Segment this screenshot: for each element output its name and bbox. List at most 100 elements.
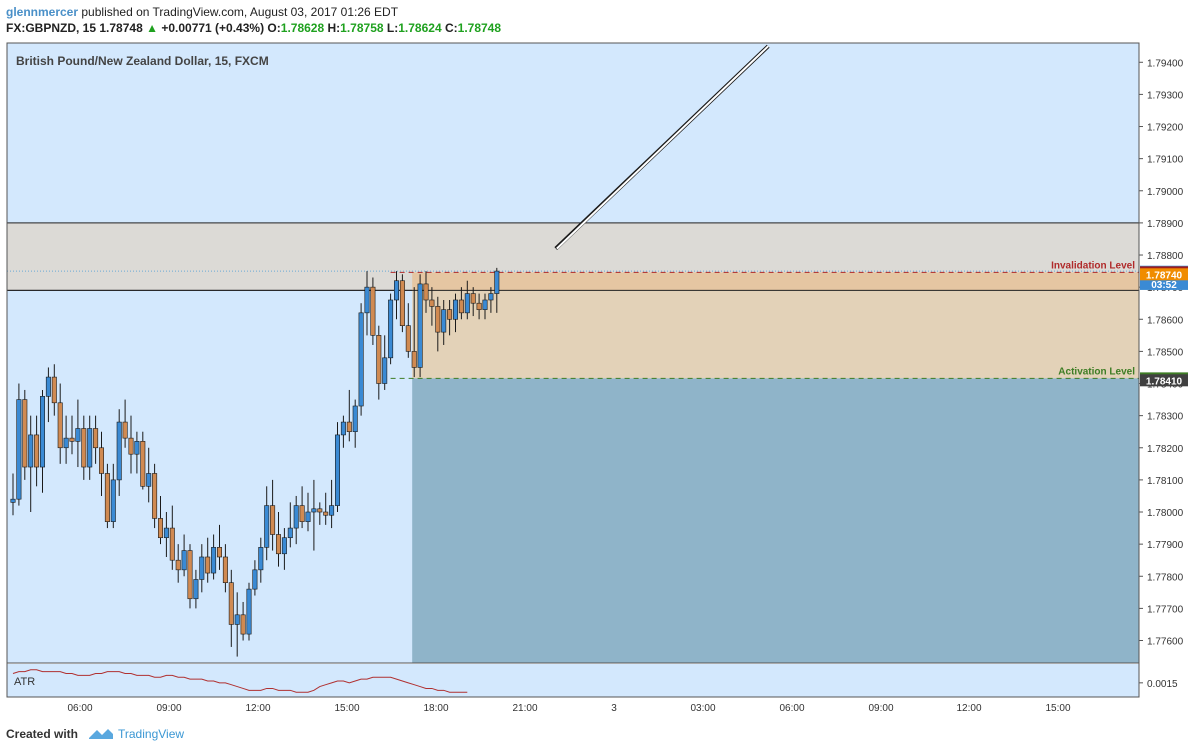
publish-line: glennmercer published on TradingView.com… [6, 4, 501, 20]
candle [258, 537, 264, 583]
candle-body [81, 428, 87, 468]
y-tick-label: 1.78200 [1147, 444, 1184, 455]
candle [287, 502, 293, 548]
candle [234, 592, 240, 657]
candle [16, 383, 22, 506]
candle [252, 560, 258, 596]
candle-body [293, 505, 299, 529]
candle-body [222, 556, 228, 583]
candle [199, 544, 205, 593]
candle-body [181, 550, 187, 571]
x-tick-label: 15:00 [334, 703, 359, 714]
atr-line [12, 669, 468, 693]
x-tick-label: 18:00 [423, 703, 448, 714]
candle [382, 335, 388, 390]
candle [435, 296, 441, 352]
candle-body [39, 396, 45, 468]
candle-body [264, 505, 270, 548]
candle-body [146, 473, 152, 487]
candle [205, 537, 211, 583]
y-tick-label: 1.78000 [1147, 508, 1184, 519]
candle-body [205, 556, 211, 574]
candle [57, 383, 63, 464]
candle [152, 463, 158, 529]
candle-body [317, 508, 323, 513]
candle [488, 287, 494, 313]
candle [293, 495, 299, 545]
candle [246, 582, 252, 641]
x-tick-label: 12:00 [956, 703, 981, 714]
candle [393, 271, 399, 320]
candle-body [452, 299, 458, 320]
candle [329, 479, 335, 529]
x-tick-label: 03:00 [690, 703, 715, 714]
candle-body [57, 402, 63, 449]
candle-body [63, 437, 69, 449]
candle [187, 544, 193, 609]
candle [217, 524, 223, 570]
candle-body [364, 286, 370, 314]
candle-body [476, 302, 482, 310]
candle-body [234, 614, 240, 625]
candle-body [370, 286, 376, 336]
candle [146, 447, 152, 503]
price-label: 1.78410 [1146, 376, 1183, 387]
candle [358, 303, 364, 416]
low-label: L: [386, 21, 399, 35]
candle [45, 367, 51, 423]
candle-body [87, 428, 93, 468]
candle-body [464, 293, 470, 314]
candle-body [458, 299, 464, 314]
candle-body [382, 357, 388, 384]
candle [405, 303, 411, 358]
candle [411, 287, 417, 378]
candle-body [228, 582, 234, 625]
candle-body [346, 421, 352, 433]
tradingview-logo-icon[interactable] [88, 726, 114, 742]
candle-body [287, 527, 293, 539]
candle [464, 280, 470, 320]
candle [99, 431, 105, 496]
x-tick-label: 15:00 [1045, 703, 1070, 714]
candle [193, 569, 199, 609]
symbol: FX:GBPNZD, 15 [6, 21, 97, 35]
candle [346, 389, 352, 442]
candle [364, 271, 370, 336]
candle-body [128, 437, 134, 455]
candle [458, 287, 464, 320]
candle [169, 505, 175, 570]
candle-body [435, 306, 441, 333]
open-label: O: [267, 21, 281, 35]
high-label: H: [327, 21, 341, 35]
y-tick-label: 1.78100 [1147, 476, 1184, 487]
price-label: 03:52 [1151, 280, 1177, 291]
candle-body [93, 428, 99, 449]
candle-body [494, 270, 500, 294]
candle-body [334, 434, 340, 506]
candle [181, 534, 187, 577]
candle [281, 528, 287, 570]
x-tick-label: 12:00 [245, 703, 270, 714]
candle [81, 415, 87, 480]
author-name[interactable]: glennmercer [6, 5, 79, 19]
candle-body [187, 550, 193, 600]
candle-body [152, 473, 158, 519]
candle [275, 512, 281, 567]
y-tick-label: 1.78600 [1147, 315, 1184, 326]
target-zone [412, 378, 1139, 663]
candle [399, 274, 405, 333]
candle [128, 415, 134, 474]
candle [441, 299, 447, 345]
candle [110, 463, 116, 529]
candle-body [388, 299, 394, 359]
candle-body [305, 511, 311, 522]
activation-label: Activation Level [1058, 366, 1135, 377]
candle [93, 415, 99, 464]
candle [317, 502, 323, 525]
candle [305, 492, 311, 532]
tradingview-brand[interactable]: TradingView [118, 727, 185, 741]
candle-body [405, 325, 411, 352]
price-label-bg [1140, 277, 1188, 290]
candle-body [169, 527, 175, 561]
